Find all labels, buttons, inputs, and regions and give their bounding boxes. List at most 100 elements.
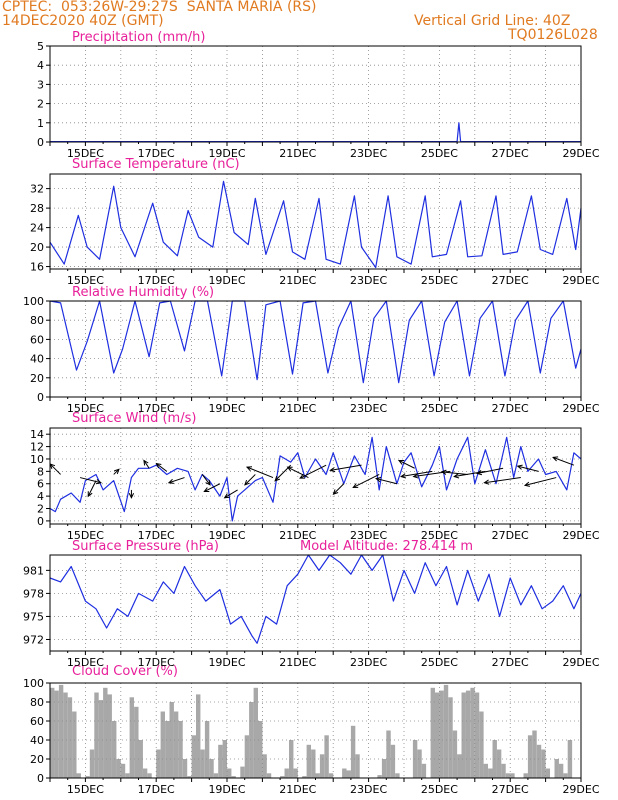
cloud-bar [244,735,250,779]
wind-xtick-label: 21DEC [279,529,316,542]
wind-xtick-label: 17DEC [138,529,175,542]
wind-arrow-head [332,489,339,495]
wind-axis-frame [49,427,582,525]
cloud-bar [311,749,316,778]
cloud-bar [120,763,126,779]
wind-arrow [333,483,345,495]
cloud-bar [227,768,232,778]
pres-xtick-label: 17DEC [138,656,175,669]
cloud-bar [76,773,81,779]
precip-panel: 0 1 2 3 4 5 15DEC 17DEC 19DEC 21DEC 23DEC 25DEC 27DE… [37,40,600,160]
pres-series-line [49,554,582,644]
cloud-bar [249,702,254,778]
wind-xtick-label: 29DEC [562,529,599,542]
precip-ytick-label: 1 [37,117,44,130]
cloud-bar [107,694,112,778]
cloud-bar [262,754,267,779]
wind-arrow [79,477,102,484]
cloud-bar [319,754,325,779]
wind-arrow [49,463,61,475]
wind-xtick-label: 27DEC [492,529,529,542]
cloud-bar [315,773,320,779]
cloud-ytick-label: 40 [30,734,44,747]
cloud-bar [536,744,542,779]
wind-xtick-label: 15DEC [67,529,104,542]
cloud-bar [116,759,121,778]
wind-arrow [454,470,486,478]
temp-xtick-label: 15DEC [67,274,104,287]
wind-ytick-label: 4 [37,490,44,503]
cloud-xtick-label: 15DEC [67,783,104,796]
precip-xtick-label: 23DEC [350,147,387,160]
cloud-bar [196,694,201,778]
cloud-bar [125,773,130,779]
pres-xtick-label: 23DEC [350,656,387,669]
model-altitude: Model Altitude: 278.414 m [300,539,474,554]
cloud-xtick-label: 29DEC [562,783,599,796]
wind-arrow-head [375,477,382,483]
precip-axis-frame [49,45,582,143]
precip-title: Precipitation (mm/h) [72,30,206,45]
cloud-bar [483,763,489,779]
wind-arrow-head [128,493,135,499]
wind-arrow-head [203,487,210,493]
rh-xtick-label: 21DEC [279,402,316,415]
cloud-bar [395,773,400,779]
cloud-bar [541,749,546,778]
wind-arrow-head [114,468,120,475]
cloud-bar [430,687,436,779]
wind-arrow-head [245,466,253,472]
wind-series-line [49,436,582,522]
wind-ytick-label: 2 [37,503,44,516]
rh-xtick-label: 23DEC [350,402,387,415]
cloud-bar [258,721,263,778]
wind-arrow [477,467,504,474]
rh-ytick-label: 40 [30,353,44,366]
rh-axis-frame [49,300,582,398]
cloud-bar [218,744,223,779]
cloud-bar [156,749,161,778]
precip-ytick-label: 5 [37,40,44,53]
wind-arrow [524,477,557,486]
cloud-bar [386,730,391,778]
wind-vectors [49,456,575,499]
temp-xtick-label: 23DEC [350,274,387,287]
cloud-bar [240,766,245,778]
cloud-title: Cloud Cover (%) [72,664,178,679]
wind-arrow [352,474,380,488]
rh-xtick-label: 27DEC [492,402,529,415]
cloud-bar [289,740,294,778]
rh-xtick-label: 25DEC [421,402,458,415]
cloud-bar [527,735,533,779]
cloud-ytick-label: 20 [30,753,44,766]
pres-xtick-label: 15DEC [67,656,104,669]
pres-ytick-label: 978 [23,587,44,600]
cloud-bar [200,749,205,778]
wind-title: Surface Wind (m/s) [72,411,197,426]
pres-axis-frame [49,554,582,652]
wind-arrow-head [167,478,174,484]
precip-xtick-label: 29DEC [562,147,599,160]
wind-arrow-head [49,463,56,469]
cloud-bar [302,776,307,778]
wind-arrow [246,466,274,479]
wind-arrow-head [299,473,306,479]
temp-series-line [49,180,582,269]
temp-xtick-label: 19DEC [208,274,245,287]
header-date: 14DEC2020 40Z (GMT) [2,13,164,29]
cloud-bar [510,773,515,779]
cloud-bar [169,702,174,778]
cloud-bar [293,768,298,778]
pres-xtick-label: 25DEC [421,656,458,669]
wind-arrow-head [87,491,93,498]
rh-xtick-label: 17DEC [138,402,175,415]
cloud-bar [452,730,458,778]
temp-ytick-label: 16 [30,261,44,274]
temp-xtick-label: 27DEC [492,274,529,287]
rh-ytick-label: 20 [30,372,44,385]
rh-panel: 0 20 40 60 80 100 15DEC 17DEC 19DEC 21DEC 23DEC 25D… [23,295,600,415]
wind-arrow-head [329,467,336,473]
temp-ytick-label: 20 [30,241,44,254]
wind-arrow [201,474,211,486]
